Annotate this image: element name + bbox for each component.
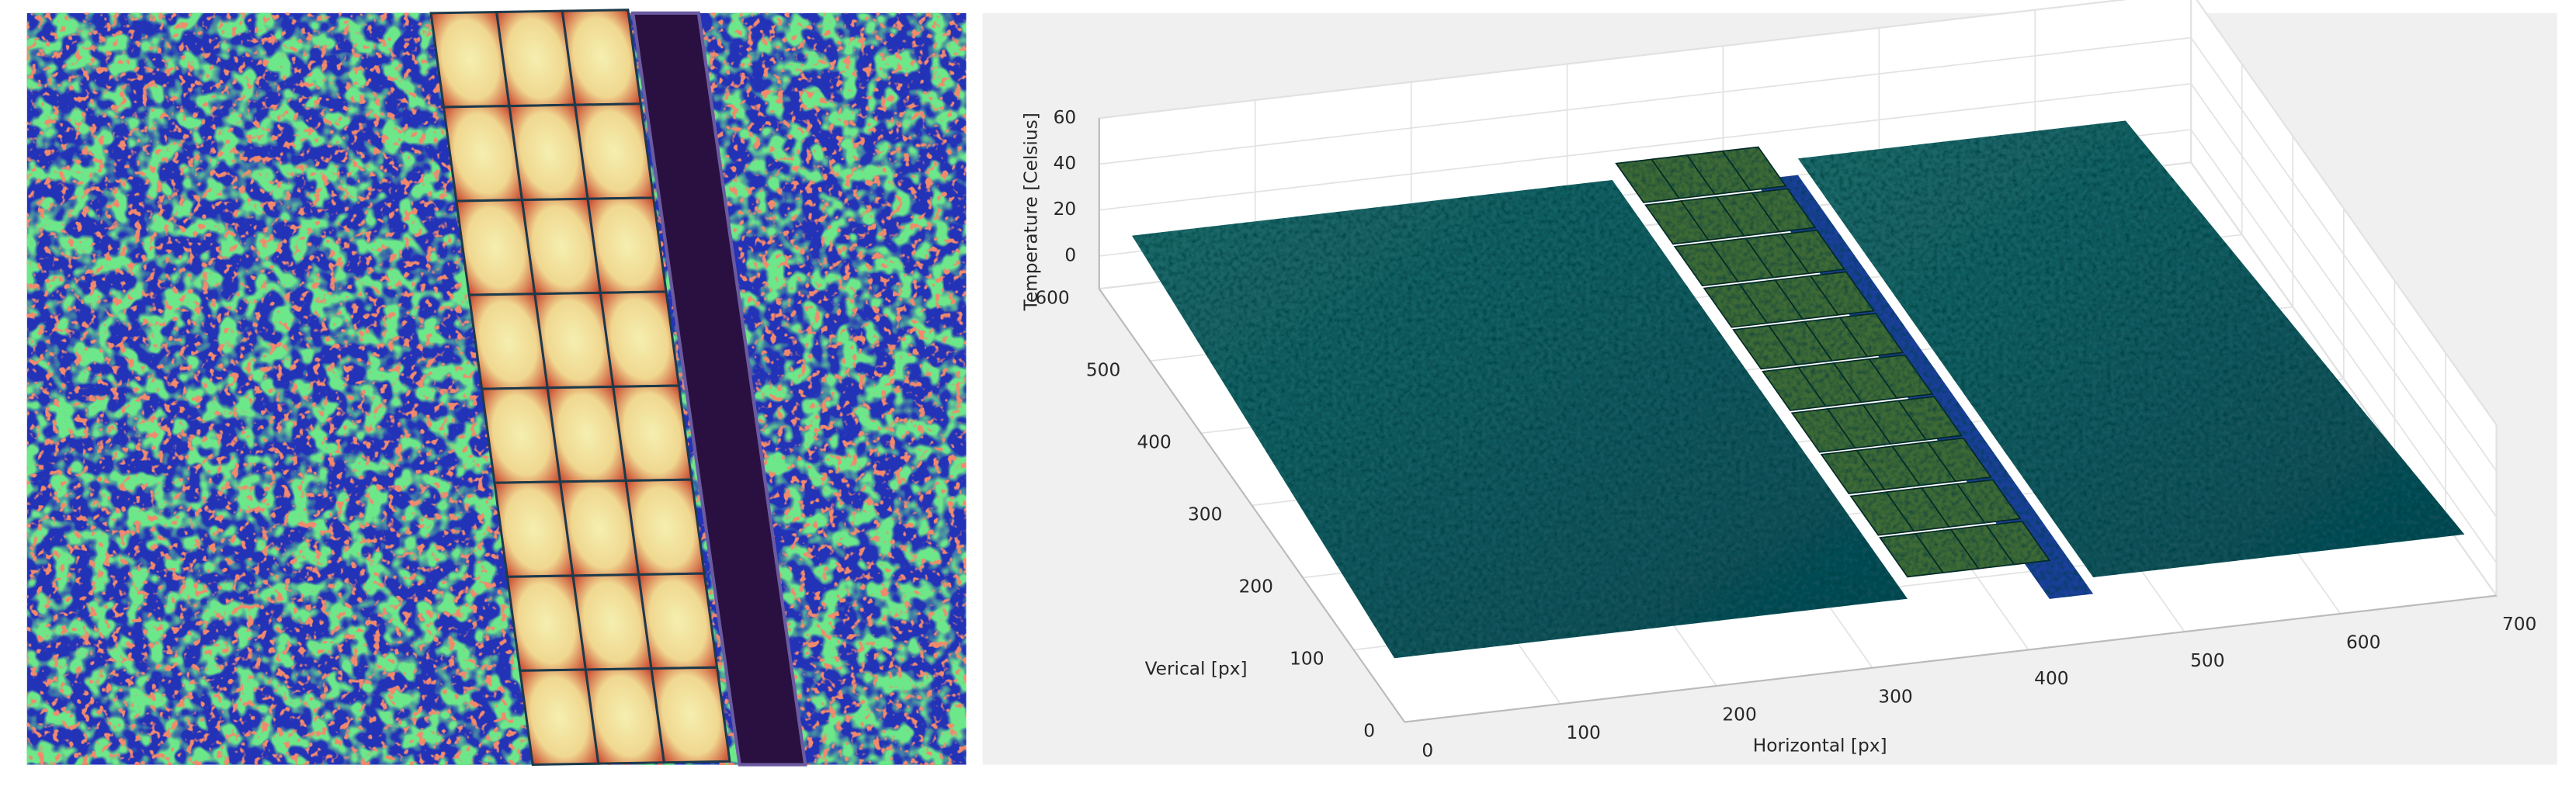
panel-cell [613, 386, 692, 480]
thermal-image [27, 10, 967, 765]
z-tick-label: 60 [1054, 107, 1077, 128]
surface [1956, 479, 2022, 524]
y-tick-label: 200 [1239, 577, 1273, 597]
y-tick-label: 400 [1137, 432, 1171, 453]
z-tick-label: 20 [1054, 199, 1077, 220]
panel-cell [639, 573, 717, 668]
surface [1721, 146, 1787, 192]
panel-cell [588, 198, 666, 293]
y-tick-label: 500 [1086, 359, 1120, 380]
surface [1797, 120, 2465, 577]
surface [1985, 520, 2051, 566]
grid-line [2190, 37, 2498, 472]
surface-plot: 0100200300400500600700010020030040050060… [1021, 0, 2536, 761]
panel-cell [575, 104, 654, 199]
z-tick-label: 40 [1054, 153, 1077, 174]
y-tick-label: 600 [1035, 287, 1069, 308]
x-tick-label: 0 [1422, 740, 1433, 761]
x-tick-label: 300 [1878, 686, 1912, 707]
surface [1779, 229, 1846, 275]
x-tick-label: 400 [2034, 668, 2068, 689]
surface [1897, 396, 1963, 441]
x-tick-label: 700 [2502, 614, 2536, 635]
grid-line [1099, 83, 2192, 211]
x-tick-label: 200 [1722, 705, 1756, 725]
x-axis [1404, 594, 2497, 723]
z-axis-label: Temperature [Celsius] [1021, 113, 1042, 311]
surface [1751, 188, 1817, 233]
grid-line [1099, 36, 2192, 165]
panel-cell [562, 10, 641, 105]
y-tick-label: 0 [1363, 721, 1375, 742]
grid-line [2196, 0, 2498, 426]
z-tick-label: 0 [1064, 244, 1076, 265]
grid-line [2190, 83, 2498, 518]
surface [1838, 313, 1904, 358]
x-axis-label: Horizontal [px] [1753, 736, 1887, 757]
y-tick-label: 300 [1188, 504, 1222, 525]
x-tick-label: 500 [2190, 650, 2224, 671]
y-tick-label: 100 [1290, 649, 1324, 670]
x-tick-label: 600 [2346, 632, 2380, 653]
grid-line [1099, 0, 2126, 119]
grid-line [2190, 129, 2498, 563]
x-tick-label: 100 [1566, 722, 1600, 743]
panel-cell [651, 667, 730, 762]
y-axis [1098, 288, 1406, 723]
y-axis-label: Verical [px] [1145, 658, 1248, 679]
surface [1132, 179, 1908, 659]
surface [1868, 354, 1934, 399]
surface [1809, 271, 1875, 316]
panel-cell [600, 292, 679, 386]
panel-cell [626, 480, 704, 574]
surface [1926, 437, 1992, 483]
